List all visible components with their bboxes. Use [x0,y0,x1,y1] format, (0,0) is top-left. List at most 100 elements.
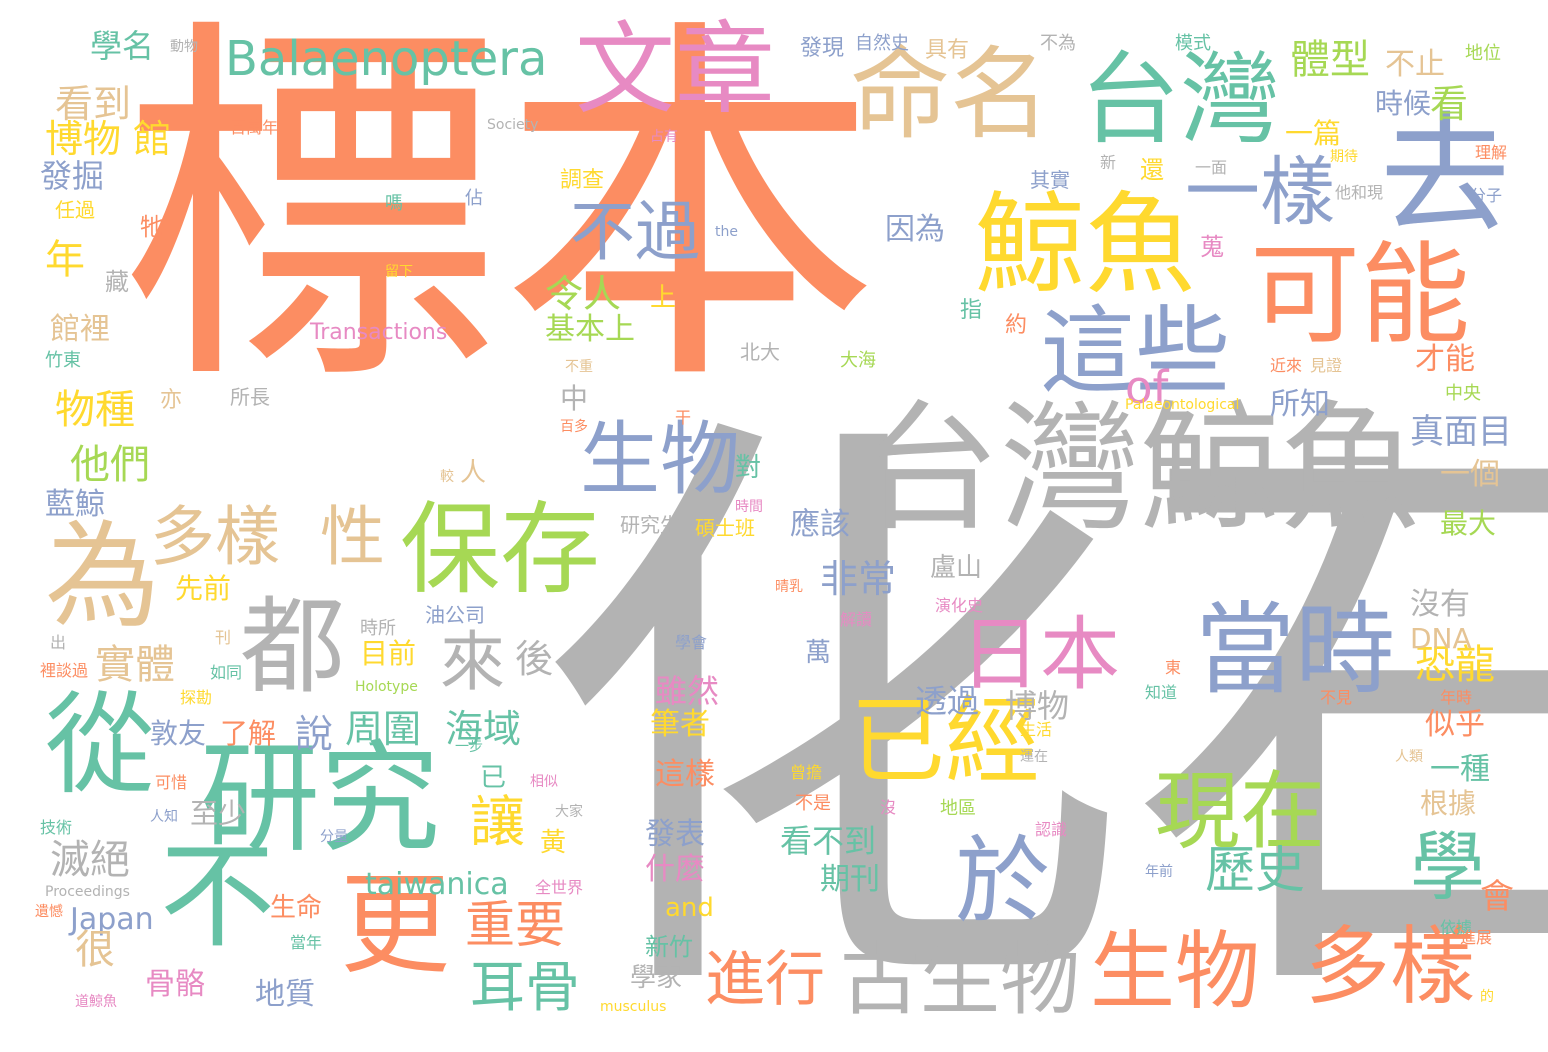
word-9: 一樣 [1185,148,1336,236]
word-89: 目前 [360,637,417,670]
word-113: 具有 [925,38,970,63]
word-64: 最大 [1440,507,1497,540]
word-31: 性 [320,500,386,575]
word-20: 已經 [850,687,1041,797]
word-142: 百萬年 [230,118,279,137]
word-91: Transactions [310,320,448,345]
word-26: 古生物 [840,933,1080,1026]
word-157: 較 [440,469,454,485]
word-179: 分量 [320,829,348,845]
word-133: 不是 [795,793,831,814]
word-95: 才能 [1415,342,1475,377]
word-127: 亦 [160,388,183,413]
word-140: the [715,224,738,240]
word-153: 近來 [1270,356,1303,375]
word-87: 了解 [220,717,277,750]
word-10: 這些 [1040,297,1231,407]
word-54: 周圍 [345,707,422,751]
word-84: 骨骼 [145,967,205,1002]
word-163: 知道 [1145,683,1178,702]
word-41: 學名 [90,27,155,65]
word-50: 令人 [545,272,622,316]
word-36: 重要 [465,896,565,954]
word-102: 中 [560,382,589,415]
word-171: 年前 [1145,864,1173,880]
word-18: 當時 [1195,591,1395,708]
word-158: 時間 [735,499,763,515]
word-115: 模式 [1175,33,1211,54]
word-14: 都 [240,586,346,708]
word-151: 佔 [465,188,483,209]
word-88: 至少 [190,797,247,830]
word-42: 發掘 [40,157,105,195]
word-123: 北大 [740,340,780,364]
word-80: 看不到 [780,822,877,860]
word-137: Proceedings [45,884,130,900]
word-22: 日本 [960,608,1120,701]
word-146: 他和現 [1335,183,1384,202]
word-28: Balaenoptera [225,31,548,87]
word-86: 敦友 [150,717,207,750]
word-94: 因為 [885,212,945,247]
word-96: 一篇 [1285,117,1342,150]
word-170: 認識 [1035,820,1068,839]
word-120: 還 [1140,156,1164,184]
word-168: 曾擔 [790,763,823,782]
word-180: 全世界 [535,878,584,897]
word-1: 化石 [530,370,1548,1052]
word-65: 沒有 [1410,587,1470,622]
word-67: 似乎 [1425,707,1485,742]
word-112: 自然史 [855,33,909,54]
word-29: 不過 [570,195,701,270]
word-114: 不為 [1040,33,1076,54]
word-48: 恐龍 [1415,642,1495,688]
word-167: 運在 [1020,749,1048,765]
word-25: 多樣 [1305,918,1476,1017]
word-166: 生活 [1020,720,1053,739]
word-105: 已 [480,763,507,793]
word-71: 應該 [790,507,850,542]
word-73: 博物 [1005,687,1070,725]
word-99: 萬 [805,638,832,668]
word-192: 的 [1480,989,1494,1005]
word-27: 學 [1410,823,1486,911]
word-188: 道鯨魚 [75,994,117,1010]
word-72: 透過 [915,682,980,720]
word-90: 後 [515,637,554,681]
word-3: 台灣 [1080,41,1280,158]
word-143: 占有 [650,129,678,145]
word-162: 學會 [675,633,708,652]
word-159: 晴乳 [775,579,803,595]
word-44: 物種 [55,387,135,433]
word-126: 所長 [230,385,270,409]
word-154: 見證 [1310,356,1343,375]
word-35: 耳骨 [470,955,581,1019]
word-85: 生命 [270,893,323,923]
word-185: 出 [50,633,67,652]
word-136: Palaeontological [1125,397,1240,413]
word-109: 牠 [140,213,164,241]
word-70: 會 [1480,877,1514,917]
word-191: 人類 [1395,749,1423,765]
word-15: 不 [160,830,276,964]
word-13: 為 [45,510,161,644]
word-55: 海域 [445,707,522,751]
word-38: 體型 [1290,37,1370,83]
word-118: 約 [1005,313,1028,338]
word-6: 可能 [1250,231,1470,359]
word-160: 演化史 [935,596,984,615]
word-186: 裡談過 [40,661,89,680]
word-148: 理解 [1475,143,1508,162]
word-39: 看到 [55,82,132,126]
word-155: 百多 [560,419,588,435]
word-83: 很 [75,927,115,973]
word-187: 遺憾 [35,904,63,920]
word-174: 技術 [40,818,73,837]
word-92: 藍鯨 [45,487,105,522]
word-131: 油公司 [425,603,485,627]
word-33: 進行 [705,945,825,1015]
word-100: 學家 [630,963,683,993]
word-169: 沒 [880,798,897,817]
word-52: 非常 [820,557,897,601]
word-111: 發現 [800,36,845,61]
